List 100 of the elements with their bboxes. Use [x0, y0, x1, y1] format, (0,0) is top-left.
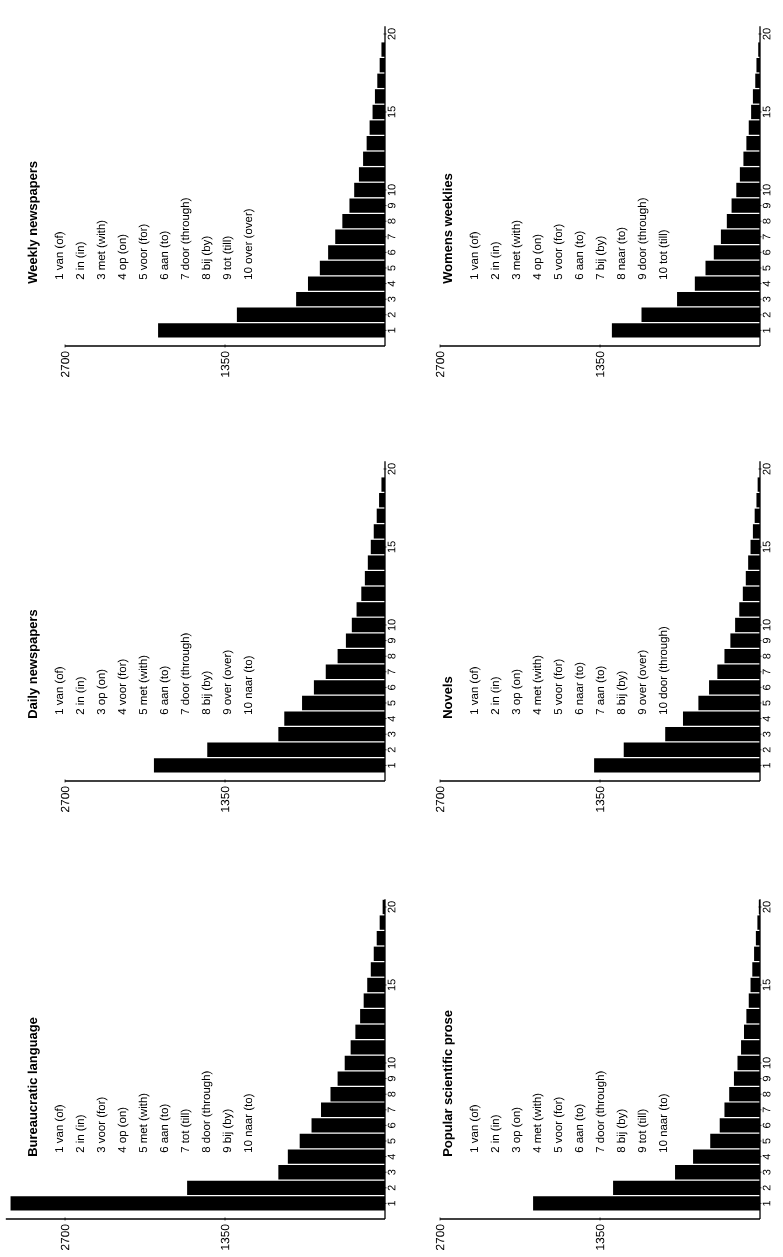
annotation: 1 van (of) — [469, 232, 481, 279]
annotation: 9 bij (by) — [222, 1109, 234, 1153]
y-tick-label: 5 — [387, 1138, 396, 1144]
annotation: 9 over (over) — [222, 650, 234, 715]
annotation: 8 bij (by) — [616, 671, 628, 715]
y-tick-label: 2 — [762, 747, 771, 753]
y-tick-label: 1 — [387, 1200, 396, 1206]
y-tick-label: 4 — [762, 1153, 771, 1160]
annotation: 4 op (on) — [532, 234, 544, 280]
x-tick-label: 2700 — [435, 786, 445, 813]
y-tick-label: 6 — [762, 1122, 771, 1128]
y-tick-label: 15 — [762, 541, 771, 553]
y-tick-label: 15 — [762, 106, 771, 118]
y-tick-label: 10 — [387, 1057, 396, 1069]
y-tick-label: 8 — [387, 653, 396, 659]
annotation: 9 door (through) — [637, 198, 649, 280]
y-tick-label: 5 — [762, 265, 771, 271]
y-tick-label: 8 — [762, 1091, 771, 1097]
annotation: 6 aan (to) — [159, 1104, 171, 1153]
text: Bureaucratic language — [27, 1017, 40, 1156]
y-tick-label: 15 — [387, 541, 396, 553]
annotation: 3 op (on) — [96, 669, 108, 715]
y-tick-label: 15 — [762, 979, 771, 991]
y-tick-label: 9 — [762, 203, 771, 209]
y-tick-label: 8 — [762, 653, 771, 659]
annotation: 5 voor (for) — [553, 1097, 565, 1153]
y-tick-label: 5 — [762, 700, 771, 706]
annotation: 7 aan (to) — [595, 666, 607, 715]
y-tick-label: 2 — [387, 312, 396, 318]
y-tick-label: 6 — [762, 249, 771, 255]
annotation: 6 aan (to) — [159, 231, 171, 280]
annotation: 4 voor (for) — [117, 659, 129, 715]
annotation: 1 van (of) — [469, 667, 481, 714]
annotation: 5 met (with) — [138, 1093, 150, 1153]
annotation: 7 door (through) — [595, 1071, 607, 1153]
annotation: 8 door (through) — [201, 1071, 213, 1153]
annotation: 8 naar (to) — [616, 227, 628, 280]
annotation: 10 naar (to) — [243, 656, 255, 714]
y-tick-label: 15 — [387, 979, 396, 991]
annotation: 6 aan (to) — [574, 231, 586, 280]
annotation: 3 met (with) — [511, 220, 523, 280]
y-tick-label: 20 — [387, 901, 396, 913]
annotation: 9 over (over) — [637, 650, 649, 715]
annotation: 2 in (in) — [75, 1115, 87, 1153]
text: Novels — [442, 676, 453, 718]
y-tick-label: 1 — [762, 327, 771, 333]
x-tick-label: 2700 — [435, 351, 445, 378]
y-tick-label: 20 — [762, 463, 771, 475]
y-tick-label: 4 — [762, 280, 771, 287]
y-tick-label: 8 — [762, 218, 771, 224]
annotation: 6 aan (to) — [574, 1104, 586, 1153]
y-tick-label: 9 — [387, 203, 396, 209]
annotation: 3 op (on) — [511, 669, 523, 715]
y-tick-label: 6 — [387, 249, 396, 255]
y-tick-label: 15 — [387, 106, 396, 118]
annotation: 5 voor (for) — [553, 659, 565, 715]
annotation: 10 naar (to) — [658, 1094, 670, 1152]
annotation: 2 in (in) — [490, 677, 502, 715]
annotation: 4 met (with) — [532, 655, 544, 715]
annotation: 9 tot (till) — [222, 236, 234, 280]
y-tick-label: 9 — [762, 638, 771, 644]
annotation: 10 tot (till) — [658, 230, 670, 279]
y-tick-label: 7 — [762, 669, 771, 675]
y-tick-label: 3 — [762, 296, 771, 302]
y-tick-label: 3 — [387, 731, 396, 737]
y-tick-label: 1 — [762, 1200, 771, 1206]
annotation: 2 in (in) — [75, 242, 87, 280]
y-tick-label: 6 — [387, 684, 396, 690]
annotation: 1 van (of) — [54, 1105, 66, 1152]
annotation: 3 met (with) — [96, 220, 108, 280]
y-tick-label: 3 — [387, 1169, 396, 1175]
y-tick-label: 7 — [387, 234, 396, 240]
y-tick-label: 20 — [387, 463, 396, 475]
annotation: 5 met (with) — [138, 655, 150, 715]
text: Weekly newspapers — [27, 161, 40, 284]
annotation: 10 over (over) — [243, 209, 255, 279]
y-tick-label: 1 — [387, 327, 396, 333]
y-tick-label: 20 — [387, 28, 396, 40]
y-tick-label: 10 — [387, 619, 396, 631]
annotation: 2 in (in) — [490, 242, 502, 280]
annotation: 10 naar (to) — [243, 1094, 255, 1152]
y-tick-label: 20 — [762, 28, 771, 40]
text: Popular scientific prose — [442, 1010, 455, 1156]
x-tick-label: 1350 — [595, 1224, 605, 1250]
y-tick-label: 9 — [387, 638, 396, 644]
x-tick-label: 1350 — [220, 786, 230, 812]
y-tick-label: 4 — [387, 715, 396, 722]
x-tick-label: 1350 — [220, 1224, 230, 1250]
y-tick-label: 9 — [387, 1076, 396, 1082]
annotation: 2 in (in) — [490, 1115, 502, 1153]
x-tick-label: 2700 — [60, 1224, 70, 1251]
y-tick-label: 7 — [762, 234, 771, 240]
y-tick-label: 8 — [387, 1091, 396, 1097]
y-tick-label: 5 — [387, 700, 396, 706]
y-tick-label: 10 — [762, 184, 771, 196]
x-tick-label: 1350 — [220, 351, 230, 377]
annotation: 8 bij (by) — [201, 671, 213, 715]
annotation: 7 door (through) — [180, 198, 192, 280]
y-tick-label: 5 — [387, 265, 396, 271]
annotation: 8 bij (by) — [616, 1109, 628, 1153]
